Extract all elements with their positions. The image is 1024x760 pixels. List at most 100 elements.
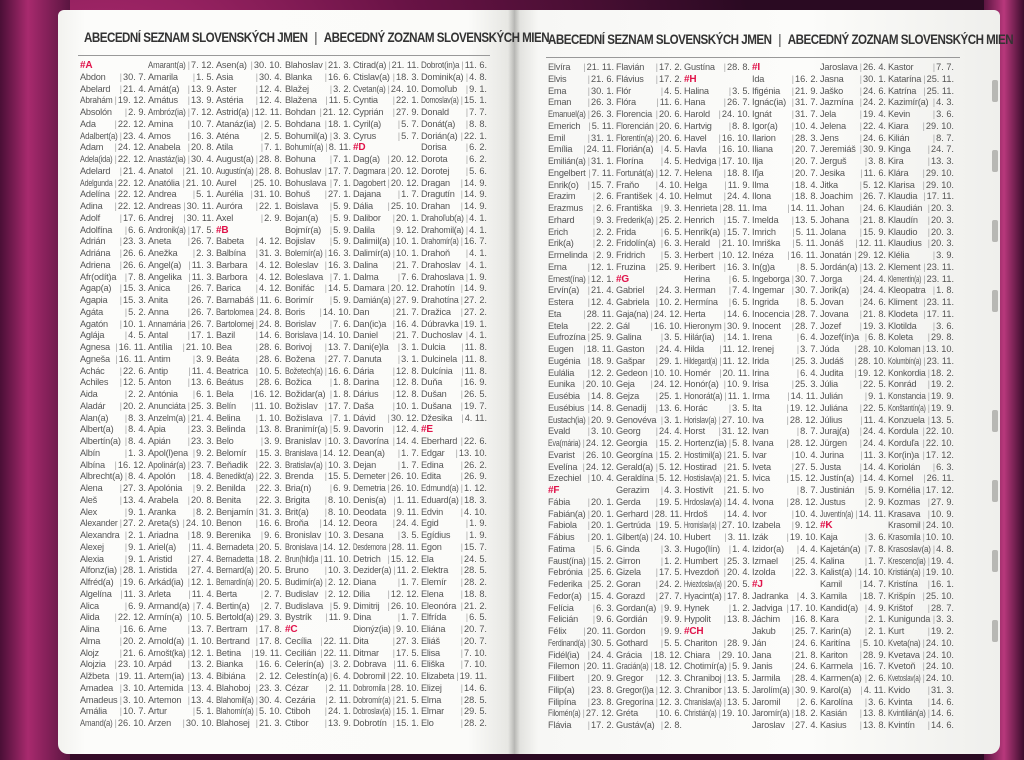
name: Deodata	[353, 506, 387, 517]
name: Edita	[421, 471, 441, 482]
list-item: Anastáz(ia) |30. 4.	[148, 154, 215, 166]
list-item: Hostivít |21. 5.	[684, 485, 751, 497]
name-day-date: |24. 10.	[718, 109, 751, 119]
separator: |	[859, 179, 862, 190]
separator: |	[587, 720, 590, 730]
list-item: Apolón |18. 4.	[148, 471, 215, 483]
list-item: Agneša |16. 11.	[80, 354, 147, 366]
name: Dagobert	[353, 177, 386, 188]
list-item: Chranibor |13. 5.	[684, 685, 751, 697]
list-item: Gracián(a) |18. 12.	[616, 661, 683, 673]
separator: |	[791, 614, 794, 625]
list-item: Bertold(a) |29. 3.	[216, 612, 283, 624]
list-item: Aneta |26. 7.	[148, 236, 215, 248]
name-day-date: |8. 8.	[465, 118, 487, 129]
name: Faust(ína)	[548, 555, 586, 566]
name-day-date: |21. 6.	[119, 647, 146, 658]
list-item: Klára |29. 10.	[888, 168, 955, 180]
list-item: Konrád |19. 2.	[888, 379, 955, 391]
name-day-date: |31. 10.	[250, 189, 283, 200]
name: Astrid(a)	[216, 107, 249, 117]
name: Alfonz(ia)	[80, 565, 117, 576]
separator: |	[324, 165, 327, 176]
name-day-date: |20. 3.	[927, 226, 954, 237]
separator: |	[460, 471, 463, 482]
list-item: Honór(a) |10. 9.	[684, 379, 751, 391]
separator: |	[119, 236, 122, 247]
name-day-date: |20. 3.	[927, 214, 954, 225]
name: Geja	[616, 379, 635, 390]
list-item: Erhard |9. 3.	[548, 215, 615, 227]
name-day-date: |20. 12.	[387, 154, 420, 164]
name: Artur	[148, 706, 167, 717]
list-item: Arpád |13. 2.	[148, 659, 215, 671]
name: Beatrica	[216, 365, 249, 376]
name: Berenika	[216, 530, 251, 540]
list-item: Iliana |20. 7.	[752, 144, 819, 156]
separator: |	[592, 614, 596, 625]
separator: |	[583, 308, 586, 319]
name-day-date: |25. 1.	[655, 391, 682, 401]
name: Arne	[148, 624, 167, 634]
name-day-date: |4. 10.	[460, 506, 487, 517]
list-item: Justín(a) |14. 4.	[820, 473, 887, 485]
list-item: Kvetava |24. 10.	[888, 650, 955, 662]
separator: |	[660, 238, 664, 249]
name: Koleta	[888, 332, 913, 343]
separator: |	[927, 203, 930, 213]
name: Agnesa	[80, 342, 110, 352]
name: Engelbert	[548, 167, 586, 178]
separator: |	[255, 306, 258, 317]
name-day-date: |30. 7.	[791, 285, 818, 296]
name: Hieronym	[684, 320, 722, 331]
separator: |	[859, 438, 862, 448]
separator: |	[319, 306, 322, 317]
separator: |	[728, 402, 732, 413]
name: Dobrava	[353, 659, 387, 670]
list-item: In(g)a |8. 5.	[752, 262, 819, 274]
name-day-date: |26. 7.	[187, 306, 214, 317]
separator: |	[655, 579, 658, 589]
name: Hilár(ia)	[684, 332, 715, 343]
name: Jorga	[820, 273, 842, 284]
name: Elvíra	[548, 62, 571, 72]
separator: |	[655, 62, 658, 72]
name-day-date: |5. 11.	[588, 120, 614, 131]
list-item: Justus |2. 9.	[820, 497, 887, 509]
name-day-date: |24. 12.	[582, 438, 615, 448]
name: Ingeborga	[752, 273, 790, 284]
name: Elizej	[421, 682, 442, 693]
name-day-date: |19. 12.	[114, 95, 147, 106]
list-item: Dajana |1. 7.	[353, 189, 420, 201]
name: Gabriela	[616, 297, 650, 307]
name: Dalimír(a)	[353, 248, 391, 258]
list-item: Ginda |3. 3.	[616, 544, 683, 556]
name: Fridolín(a)	[616, 238, 656, 249]
name-day-date: |6. 5.	[728, 297, 750, 307]
name-day-date: |5. 9.	[329, 424, 351, 435]
separator: |	[660, 203, 664, 213]
separator: |	[796, 543, 800, 554]
separator: |	[723, 214, 726, 225]
separator: |	[655, 449, 658, 460]
list-item: Herman |7. 4.	[684, 285, 751, 297]
separator: |	[927, 555, 930, 566]
name-day-date: |26. 7.	[187, 283, 214, 294]
separator: |	[854, 367, 857, 378]
name-day-date: |26. 10.	[582, 449, 615, 460]
name: Hermína	[684, 297, 718, 307]
list-item: Bronislav |10. 3.	[285, 530, 352, 542]
separator: |	[460, 553, 463, 564]
name: Elizabeta	[421, 671, 455, 681]
name-day-date: |5. 9.	[728, 661, 750, 672]
name-day-date: |29. 1.	[655, 355, 682, 366]
list-item: Amarant(a) |7. 12.	[148, 60, 215, 72]
separator: |	[115, 353, 118, 364]
separator: |	[187, 400, 190, 411]
name-day-date: |22. 5.	[859, 379, 886, 390]
name: Kalina	[820, 555, 845, 566]
separator: |	[250, 189, 253, 200]
name: Benjamín	[216, 506, 254, 517]
name-day-date: |14. 6.	[255, 330, 282, 341]
separator: |	[719, 367, 722, 378]
